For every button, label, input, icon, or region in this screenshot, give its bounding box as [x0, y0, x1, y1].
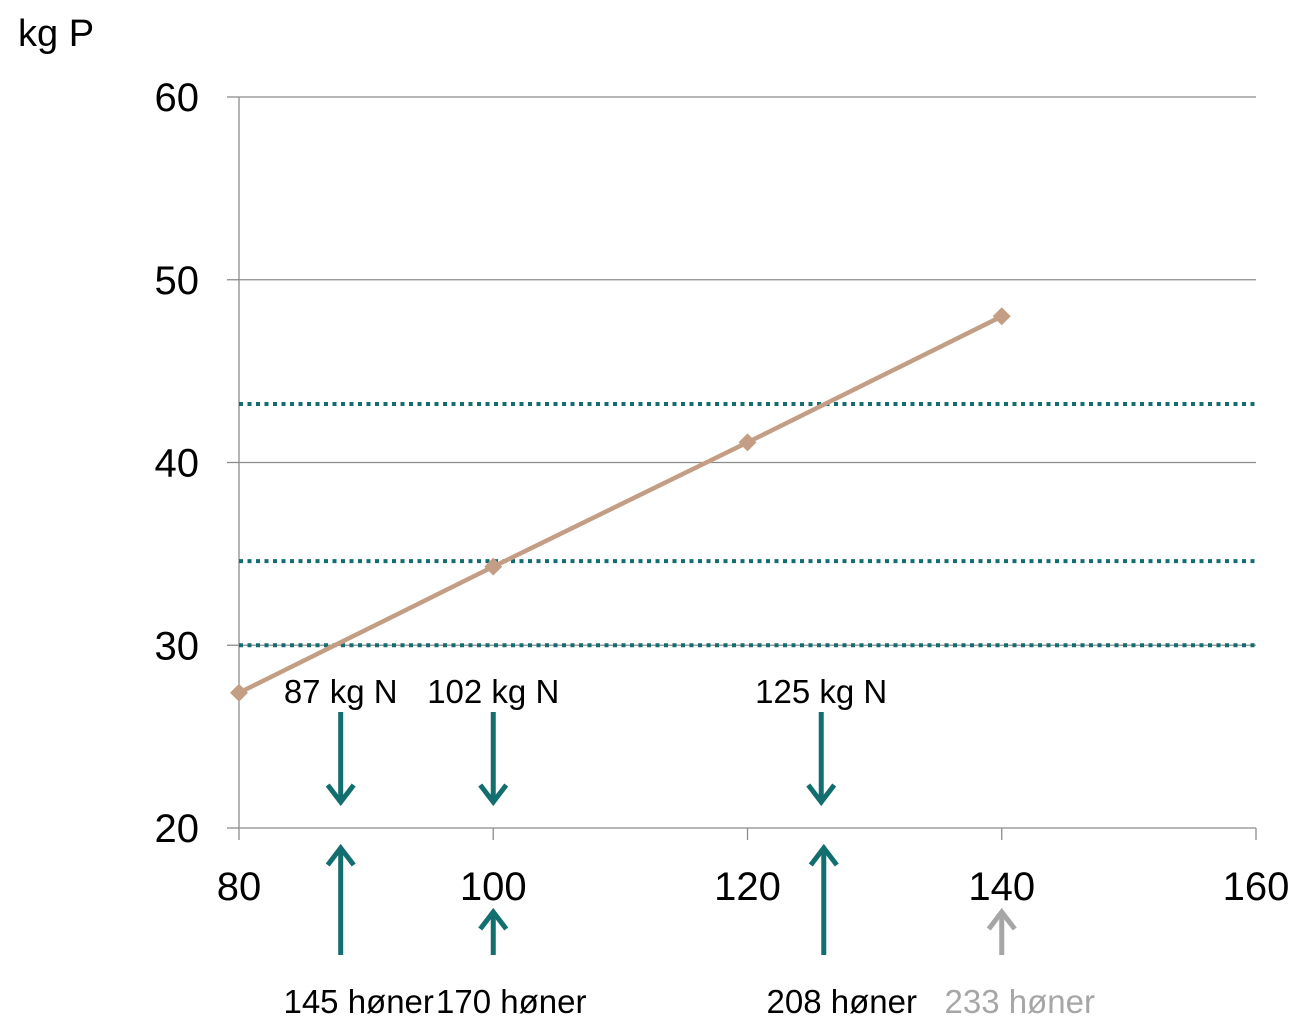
hens-label: 145 høner: [283, 983, 433, 1020]
series-line: [238, 314, 1003, 695]
y-tick-label: 50: [155, 259, 200, 303]
hens-arrow-3-head: [986, 907, 1017, 931]
x-tick-label: 100: [460, 865, 527, 909]
kg-n-arrow-2-head: [806, 783, 837, 807]
data-point-marker: [992, 307, 1011, 326]
hens-arrow-2-head: [808, 843, 839, 867]
x-tick-label: 80: [217, 865, 262, 909]
kg-n-label: 102 kg N: [427, 673, 559, 710]
hens-arrow-1-head: [478, 907, 509, 931]
kg-n-label: 87 kg N: [284, 673, 398, 710]
x-tick-label: 120: [714, 865, 781, 909]
kg-n-arrow-1-head: [478, 783, 509, 807]
y-axis-title: kg P: [18, 13, 94, 55]
y-tick-label: 40: [155, 442, 200, 486]
hens-label: 208 høner: [767, 983, 917, 1020]
kg-n-arrow-0-head: [325, 783, 356, 807]
hens-label: 233 høner: [945, 983, 1095, 1020]
data-point-marker: [230, 683, 248, 702]
data-point-marker: [738, 433, 757, 452]
y-tick-label: 60: [155, 76, 200, 120]
x-tick-label: 140: [968, 865, 1035, 909]
hens-arrow-0-head: [325, 843, 356, 867]
hens-label: 170 høner: [436, 983, 586, 1020]
x-tick-label: 160: [1223, 865, 1290, 909]
y-tick-label: 30: [155, 624, 200, 668]
data-point-marker: [484, 557, 503, 576]
y-tick-label: 20: [155, 807, 200, 851]
kg-n-label: 125 kg N: [755, 673, 887, 710]
